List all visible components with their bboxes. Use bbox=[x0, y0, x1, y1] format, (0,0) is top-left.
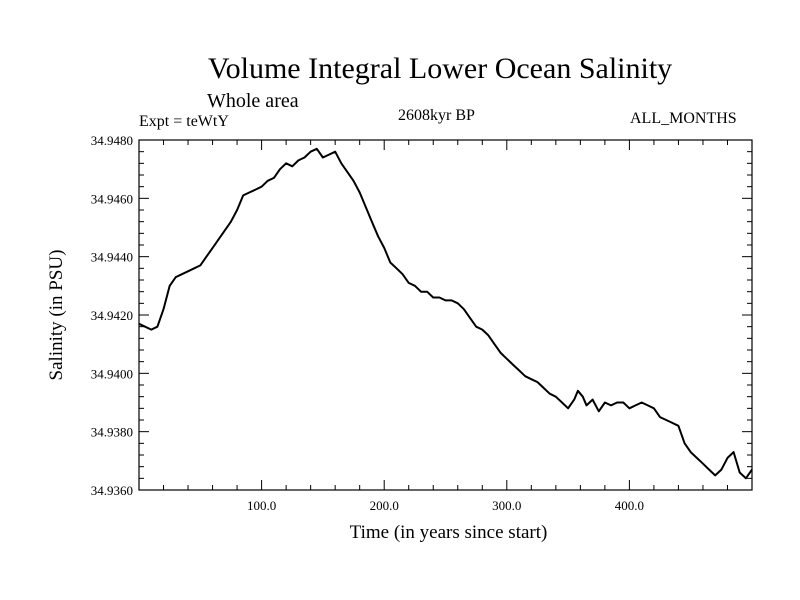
y-tick-label: 34.9440 bbox=[91, 250, 133, 265]
x-tick-label: 300.0 bbox=[492, 498, 521, 513]
x-tick-label: 100.0 bbox=[247, 498, 276, 513]
y-tick-label: 34.9380 bbox=[91, 425, 133, 440]
y-tick-label: 34.9360 bbox=[91, 483, 133, 498]
x-tick-label: 200.0 bbox=[370, 498, 399, 513]
y-tick-label: 34.9460 bbox=[91, 191, 133, 206]
chart-subtitle: Whole area bbox=[207, 90, 299, 112]
y-tick-label: 34.9480 bbox=[91, 133, 133, 148]
plot-frame bbox=[138, 139, 753, 491]
x-axis-label: Time (in years since start) bbox=[350, 522, 548, 543]
y-axis-label: Salinity (in PSU) bbox=[46, 250, 67, 381]
y-tick-label: 34.9400 bbox=[91, 366, 133, 381]
experiment-label: Expt = teWtY bbox=[139, 113, 229, 130]
months-label: ALL_MONTHS bbox=[630, 110, 737, 127]
chart-title: Volume Integral Lower Ocean Salinity bbox=[207, 52, 673, 85]
period-label: 2608kyr BP bbox=[398, 107, 475, 124]
y-tick-label: 34.9420 bbox=[91, 308, 133, 323]
series-line-salinity bbox=[138, 147, 753, 480]
x-tick-label: 400.0 bbox=[615, 498, 644, 513]
